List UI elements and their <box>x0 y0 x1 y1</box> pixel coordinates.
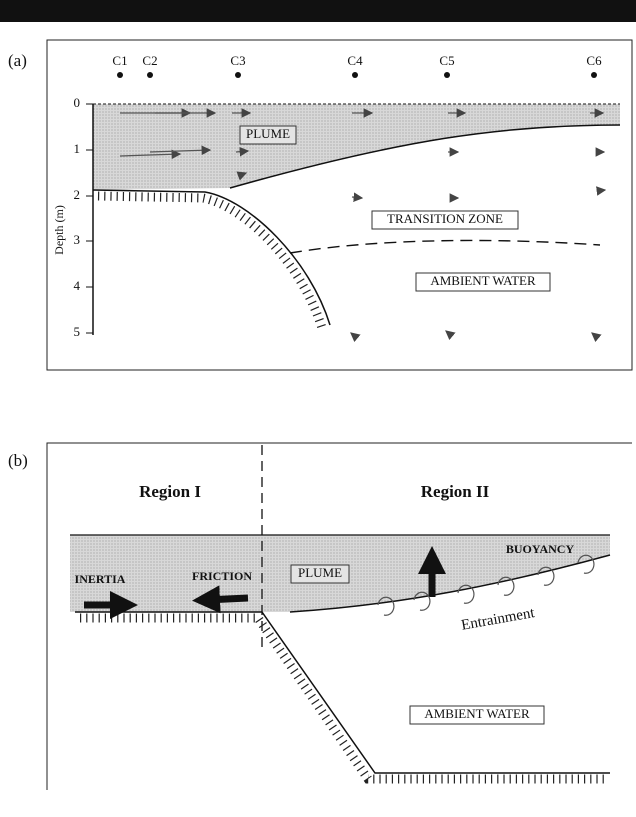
transition-boundary <box>290 240 600 253</box>
entrainment-label: Entrainment <box>460 605 537 634</box>
tick-label: 3 <box>74 232 81 247</box>
zone-label: AMBIENT WATER <box>424 706 530 721</box>
force-label: FRICTION <box>192 569 252 583</box>
region-label: Region II <box>421 482 490 501</box>
figure: (a) C1 C2 C3 C4 C5 C6 0 1 2 3 4 5 Depth … <box>0 0 636 817</box>
plume-area <box>93 104 620 190</box>
panel-label: (a) <box>8 51 27 70</box>
bottom <box>75 612 610 773</box>
station: C3 <box>230 53 245 68</box>
friction-arrow <box>206 598 248 600</box>
station: C4 <box>347 53 363 68</box>
tick-label: 2 <box>74 187 81 202</box>
plume-label: PLUME <box>298 565 342 580</box>
panel-label: (b) <box>8 451 28 470</box>
bottom-hatch <box>98 196 322 328</box>
bottom <box>93 190 330 325</box>
stations: C1 C2 C3 C4 C5 C6 <box>112 53 602 78</box>
tick-label: 1 <box>74 141 81 156</box>
region-label: Region I <box>139 482 201 501</box>
axis-label: Depth (m) <box>52 205 66 255</box>
body: (a) C1 C2 C3 C4 C5 C6 0 1 2 3 4 5 Depth … <box>0 0 636 817</box>
tick-label: 5 <box>74 324 81 339</box>
station: C2 <box>142 53 157 68</box>
page: {"panel_a":{"label":"(a)","stations":["C… <box>0 0 636 817</box>
panel-frame <box>47 40 632 370</box>
tick-label: 4 <box>74 278 81 293</box>
zone-label: AMBIENT WATER <box>430 273 536 288</box>
bottom-hatch <box>80 618 606 779</box>
station: C6 <box>586 53 602 68</box>
zone-label: PLUME <box>246 126 290 141</box>
station: C5 <box>439 53 454 68</box>
tick-label: 0 <box>74 95 81 110</box>
force-label: BUOYANCY <box>506 542 575 556</box>
depth-ticks: 0 1 2 3 4 5 <box>74 95 94 339</box>
top-bar <box>0 0 636 22</box>
station: C1 <box>112 53 127 68</box>
force-label: INERTIA <box>75 572 126 586</box>
zone-label: TRANSITION ZONE <box>387 211 503 226</box>
